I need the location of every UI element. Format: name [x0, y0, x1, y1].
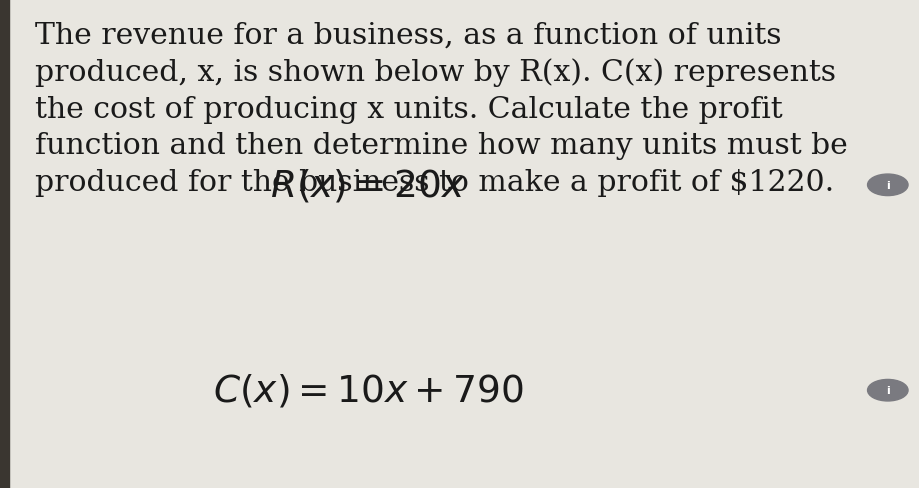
- Bar: [0, 0, 9, 488]
- Circle shape: [867, 380, 907, 401]
- Text: i: i: [885, 386, 889, 395]
- Circle shape: [867, 175, 907, 196]
- Text: $C(x) = 10x + 790$: $C(x) = 10x + 790$: [212, 372, 523, 409]
- Text: i: i: [885, 181, 889, 190]
- Text: $R(x) = 20x$: $R(x) = 20x$: [270, 167, 465, 204]
- Text: The revenue for a business, as a function of units
produced, x, is shown below b: The revenue for a business, as a functio…: [35, 22, 846, 196]
